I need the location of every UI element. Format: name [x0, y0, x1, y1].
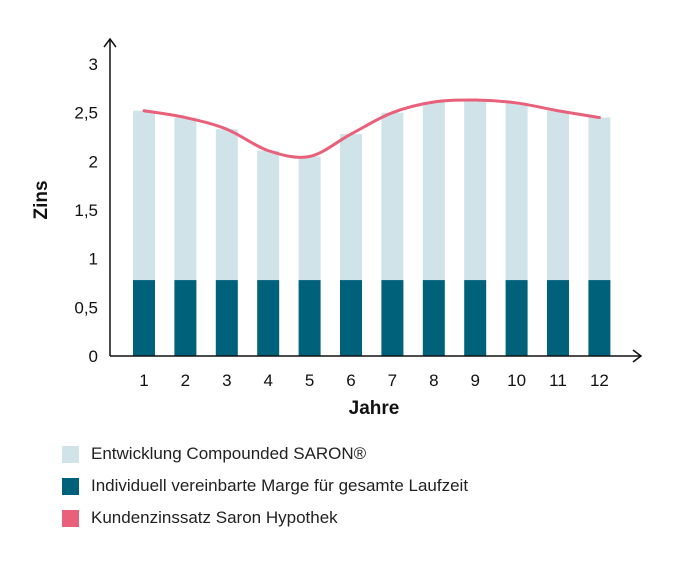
- chart-svg: 00,511,522,53 1 2 3 4 5 6 7 8 9 10 11 12 Jahre Zins: [31, 37, 643, 419]
- y-axis-title: Zins: [31, 180, 52, 219]
- y-tick-label: 3: [89, 55, 98, 74]
- legend-item-marge: Individuell vereinbarte Marge für gesamt…: [62, 470, 468, 502]
- legend-item-kundenzinssatz: Kundenzinssatz Saron Hypothek: [62, 502, 468, 534]
- y-tick-label: 1: [89, 250, 98, 269]
- legend-swatch-marge: [62, 477, 79, 495]
- bar-marge-4: [257, 280, 280, 356]
- bars-layer: [133, 100, 611, 356]
- x-tick-label: 8: [429, 371, 438, 390]
- x-tick-label: 12: [590, 371, 609, 390]
- legend: Entwicklung Compounded SARON® Individuel…: [62, 438, 468, 534]
- x-tick-label: 2: [181, 371, 190, 390]
- y-axis-arrow: [103, 37, 117, 48]
- bar-saron-5: [298, 156, 321, 281]
- y-tick-label: 2: [89, 152, 98, 171]
- bar-marge-8: [422, 280, 445, 356]
- bar-saron-6: [340, 134, 362, 281]
- bar-saron-3: [215, 129, 238, 281]
- bar-saron-8: [422, 101, 445, 281]
- bar-saron-2: [174, 117, 197, 281]
- bar-saron-10: [505, 102, 528, 281]
- bar-marge-11: [547, 280, 569, 356]
- y-tick-label: 0,5: [74, 298, 98, 317]
- bar-saron-11: [547, 110, 569, 281]
- x-tick-labels: 1 2 3 4 5 6 7 8 9 10 11 12: [139, 371, 609, 390]
- y-tick-label: 1,5: [74, 201, 98, 220]
- x-axis-arrow: [632, 349, 643, 363]
- x-tick-label: 5: [305, 371, 314, 390]
- legend-label-kundenzinssatz: Kundenzinssatz Saron Hypothek: [91, 508, 338, 527]
- x-axis-title: Jahre: [349, 398, 400, 419]
- series-line-kundenzinssatz: [142, 98, 601, 159]
- axes: [103, 37, 643, 363]
- bar-saron-7: [381, 112, 404, 281]
- bar-saron-12: [588, 117, 611, 281]
- bar-marge-3: [215, 280, 238, 356]
- legend-swatch-saron: [62, 445, 79, 463]
- bar-marge-6: [340, 280, 362, 356]
- legend-label-saron: Entwicklung Compounded SARON®: [91, 444, 367, 463]
- legend-label-marge: Individuell vereinbarte Marge für gesamt…: [91, 476, 469, 495]
- bar-marge-9: [464, 280, 487, 356]
- bar-saron-4: [257, 150, 280, 281]
- bar-saron-1: [133, 110, 155, 281]
- x-tick-label: 11: [549, 371, 567, 390]
- y-tick-label: 2,5: [74, 104, 98, 123]
- x-tick-label: 10: [507, 371, 526, 390]
- x-tick-label: 3: [222, 371, 231, 390]
- bar-marge-2: [174, 280, 197, 356]
- x-tick-label: 7: [388, 371, 397, 390]
- bar-marge-5: [298, 280, 321, 356]
- x-tick-label: 6: [346, 371, 355, 390]
- x-tick-label: 1: [139, 371, 148, 390]
- bar-marge-12: [588, 280, 611, 356]
- bar-marge-7: [381, 280, 404, 356]
- bar-marge-10: [505, 280, 528, 356]
- y-tick-labels: 0 0,5 1 1,5 2 2,5 3: [74, 55, 98, 366]
- bar-saron-9: [464, 100, 487, 281]
- x-tick-label: 9: [470, 371, 479, 390]
- bar-marge-1: [133, 280, 155, 356]
- legend-swatch-kundenzinssatz: [62, 509, 79, 527]
- x-tick-label: 4: [263, 371, 272, 390]
- y-tick-label: 0: [89, 347, 98, 366]
- legend-item-saron: Entwicklung Compounded SARON®: [62, 438, 468, 470]
